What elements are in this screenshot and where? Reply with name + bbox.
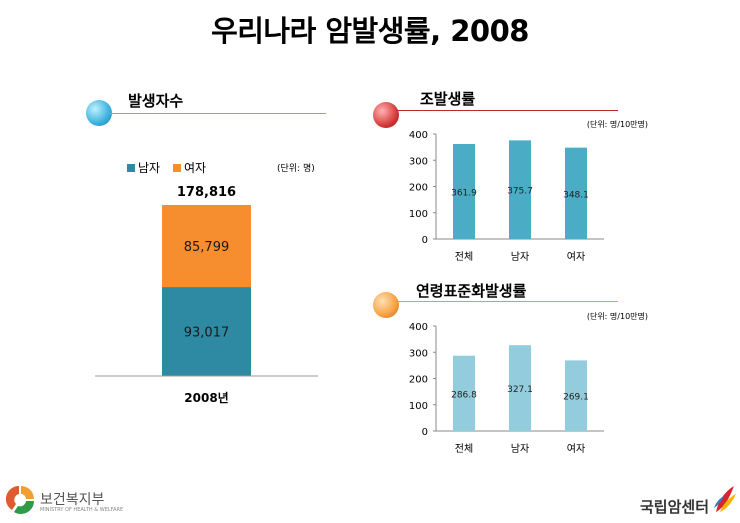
total-label: 178,816 bbox=[177, 185, 236, 200]
ncc-logo-icon bbox=[712, 484, 738, 516]
section-title-patients: 발생자수 bbox=[128, 92, 184, 110]
x-tick-label: 전체 bbox=[455, 443, 473, 455]
section-rule bbox=[396, 301, 618, 302]
data-label: 269.1 bbox=[563, 393, 589, 403]
y-tick-label: 0 bbox=[422, 427, 428, 438]
y-tick-label: 200 bbox=[409, 375, 428, 386]
ministry-logo-icon bbox=[5, 484, 36, 516]
bar bbox=[565, 147, 587, 239]
unit-label: (단위: 명/10만명) bbox=[587, 311, 648, 321]
bar bbox=[453, 355, 475, 431]
chart-patients: 남자 여자 (단위: 명) 93,017 85,799 178,816 2008년 bbox=[95, 161, 318, 405]
y-tick-label: 200 bbox=[409, 183, 428, 194]
section-orb-orange bbox=[373, 292, 399, 318]
y-tick-label: 0 bbox=[422, 235, 428, 246]
data-label: 348.1 bbox=[563, 190, 589, 200]
y-tick-label: 300 bbox=[409, 156, 428, 167]
section-rule bbox=[396, 110, 618, 111]
section-orb-red bbox=[373, 102, 399, 128]
data-label: 85,799 bbox=[184, 240, 230, 255]
section-orb-blue bbox=[86, 100, 112, 126]
y-tick-label: 300 bbox=[409, 348, 428, 359]
legend-swatch bbox=[127, 164, 135, 172]
page-title: 우리나라 암발생률, 2008 bbox=[211, 14, 529, 48]
y-tick-label: 400 bbox=[409, 322, 428, 333]
x-tick-label: 전체 bbox=[455, 251, 473, 263]
unit-label: (단위: 명) bbox=[277, 163, 315, 174]
x-tick-label: 여자 bbox=[567, 443, 585, 455]
y-tick-label: 100 bbox=[409, 401, 428, 412]
bar bbox=[453, 144, 475, 239]
bar bbox=[565, 360, 587, 431]
section-title-asr: 연령표준화발생률 bbox=[416, 282, 527, 300]
x-tick-label: 2008년 bbox=[184, 391, 228, 405]
unit-label: (단위: 명/10만명) bbox=[587, 119, 648, 129]
x-tick-label: 남자 bbox=[511, 443, 529, 455]
chart-asr: (단위: 명/10만명) 0 100 200 300 400 286.8 전체 327.1 남자 2… bbox=[409, 311, 648, 455]
x-tick-label: 여자 bbox=[567, 251, 585, 263]
chart-crude: (단위: 명/10만명) 0 100 200 300 400 361.9 전체 375.7 남자 3… bbox=[409, 119, 648, 263]
section-rule bbox=[108, 113, 326, 114]
y-tick-label: 100 bbox=[409, 209, 428, 220]
data-label: 361.9 bbox=[451, 189, 477, 199]
legend-label: 여자 bbox=[184, 161, 206, 175]
data-label: 93,017 bbox=[184, 326, 230, 341]
data-label: 375.7 bbox=[507, 187, 533, 197]
bar-segment bbox=[162, 205, 251, 288]
ministry-logo-name: 보건복지부 bbox=[40, 492, 105, 508]
bar bbox=[509, 140, 531, 239]
y-tick-label: 400 bbox=[409, 130, 428, 141]
legend-label: 남자 bbox=[138, 161, 160, 175]
data-label: 327.1 bbox=[507, 385, 533, 395]
bar-segment bbox=[162, 287, 251, 376]
data-label: 286.8 bbox=[451, 390, 477, 400]
x-tick-label: 남자 bbox=[511, 251, 529, 263]
section-title-crude: 조발생률 bbox=[420, 90, 476, 108]
ministry-logo-sub: MINISTRY OF HEALTH & WELFARE bbox=[40, 507, 124, 513]
legend-swatch bbox=[173, 164, 181, 172]
bar bbox=[509, 345, 531, 431]
ncc-logo-name: 국립암센터 bbox=[640, 498, 710, 516]
